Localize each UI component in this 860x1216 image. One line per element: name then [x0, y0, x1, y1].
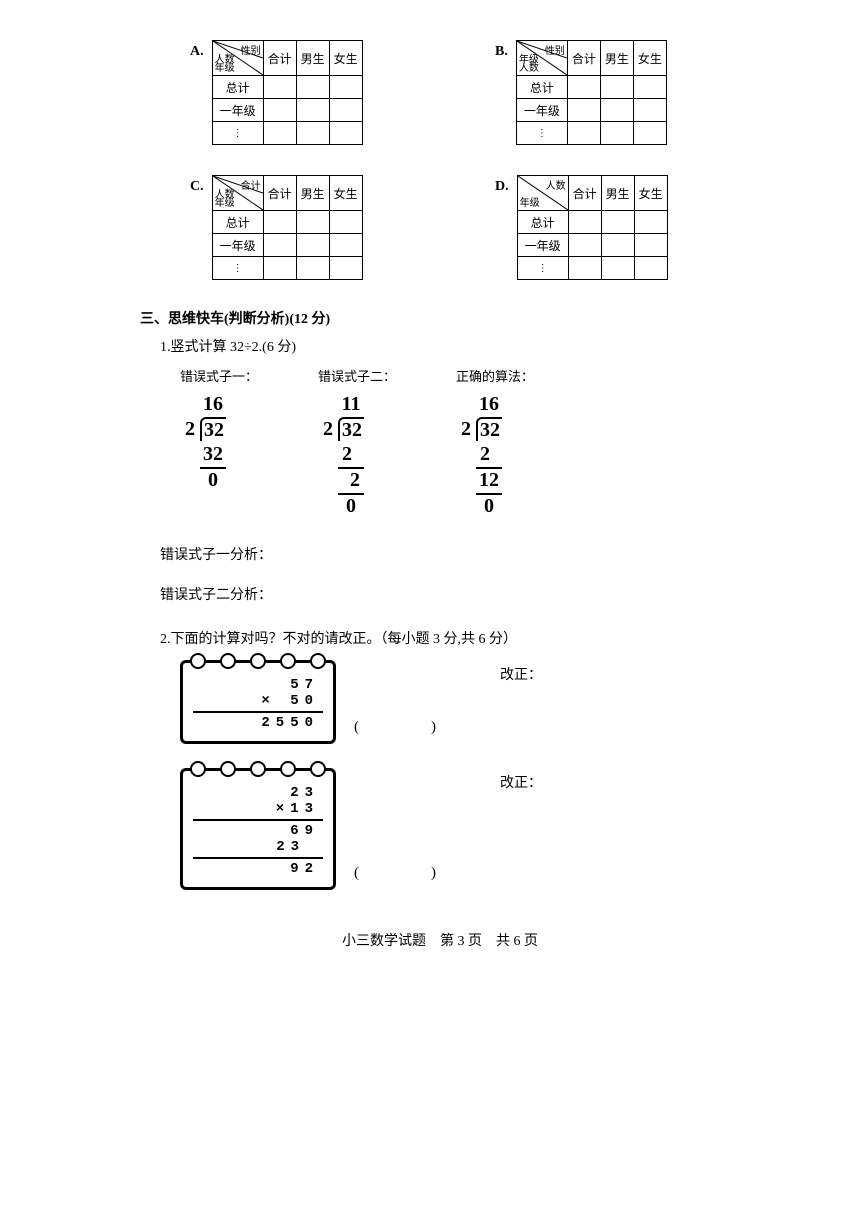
- option-a-table: 性别 人数 年级 合计 男生 女生 总计 一年级 ⋮: [212, 40, 363, 145]
- paren-1: ( ): [354, 715, 450, 744]
- option-d-diag: 人数 年级: [517, 176, 568, 211]
- option-c-label: C.: [190, 175, 204, 195]
- option-b-table: 性别 年级 人数 合计 男生 女生 总计 一年级 ⋮: [516, 40, 667, 145]
- option-d-table: 人数 年级 合计 男生 女生 总计 一年级 ⋮: [517, 175, 668, 280]
- option-a-label: A.: [190, 40, 204, 60]
- option-a-diag: 性别 人数 年级: [212, 41, 263, 76]
- option-d: D. 人数 年级 合计 男生 女生 总计 一年级 ⋮: [495, 175, 740, 280]
- q2-text: 2.下面的计算对吗？不对的请改正。（每小题 3 分,共 6 分）: [160, 628, 740, 648]
- calc-frame-2: 23 ×13 69 23 92: [180, 768, 336, 890]
- division-wrong1: 错误式子一： 16 232 32 0: [180, 366, 258, 524]
- option-d-label: D.: [495, 175, 509, 195]
- option-b-diag: 性别 年级 人数: [516, 41, 567, 76]
- calc-frame-1: 57 × 50 2550: [180, 660, 336, 744]
- correction-label-2: 改正：: [500, 768, 542, 792]
- option-c-diag: 合计 人数 年级: [212, 176, 263, 211]
- analysis-1: 错误式子一分析：: [160, 544, 740, 564]
- q1-text: 1.竖式计算 32÷2.(6 分): [160, 336, 740, 356]
- division-correct: 正确的算法： 16 232 2 12 0: [456, 366, 534, 524]
- division-wrong2: 错误式子二： 11 232 2 2 0: [318, 366, 396, 524]
- q2-row1: 57 × 50 2550 ( ) 改正：: [180, 660, 740, 744]
- option-a: A. 性别 人数 年级 合计 男生 女生 总计 一年级 ⋮: [190, 40, 435, 145]
- section3-header: 三、思维快车(判断分析)(12 分): [140, 308, 740, 328]
- options-grid: A. 性别 人数 年级 合计 男生 女生 总计 一年级 ⋮ B.: [190, 40, 740, 280]
- q2-row2: 23 ×13 69 23 92 ( ) 改正：: [180, 768, 740, 890]
- long-divisions: 错误式子一： 16 232 32 0 错误式子二： 11 232 2 2 0 正…: [180, 366, 740, 524]
- correction-label-1: 改正：: [500, 660, 542, 684]
- analysis-2: 错误式子二分析：: [160, 584, 740, 604]
- option-b-label: B.: [495, 40, 508, 60]
- option-c: C. 合计 人数 年级 合计 男生 女生 总计 一年级 ⋮: [190, 175, 435, 280]
- paren-2: ( ): [354, 861, 450, 890]
- option-b: B. 性别 年级 人数 合计 男生 女生 总计 一年级 ⋮: [495, 40, 740, 145]
- option-c-table: 合计 人数 年级 合计 男生 女生 总计 一年级 ⋮: [212, 175, 363, 280]
- page-footer: 小三数学试题 第 3 页 共 6 页: [140, 930, 740, 950]
